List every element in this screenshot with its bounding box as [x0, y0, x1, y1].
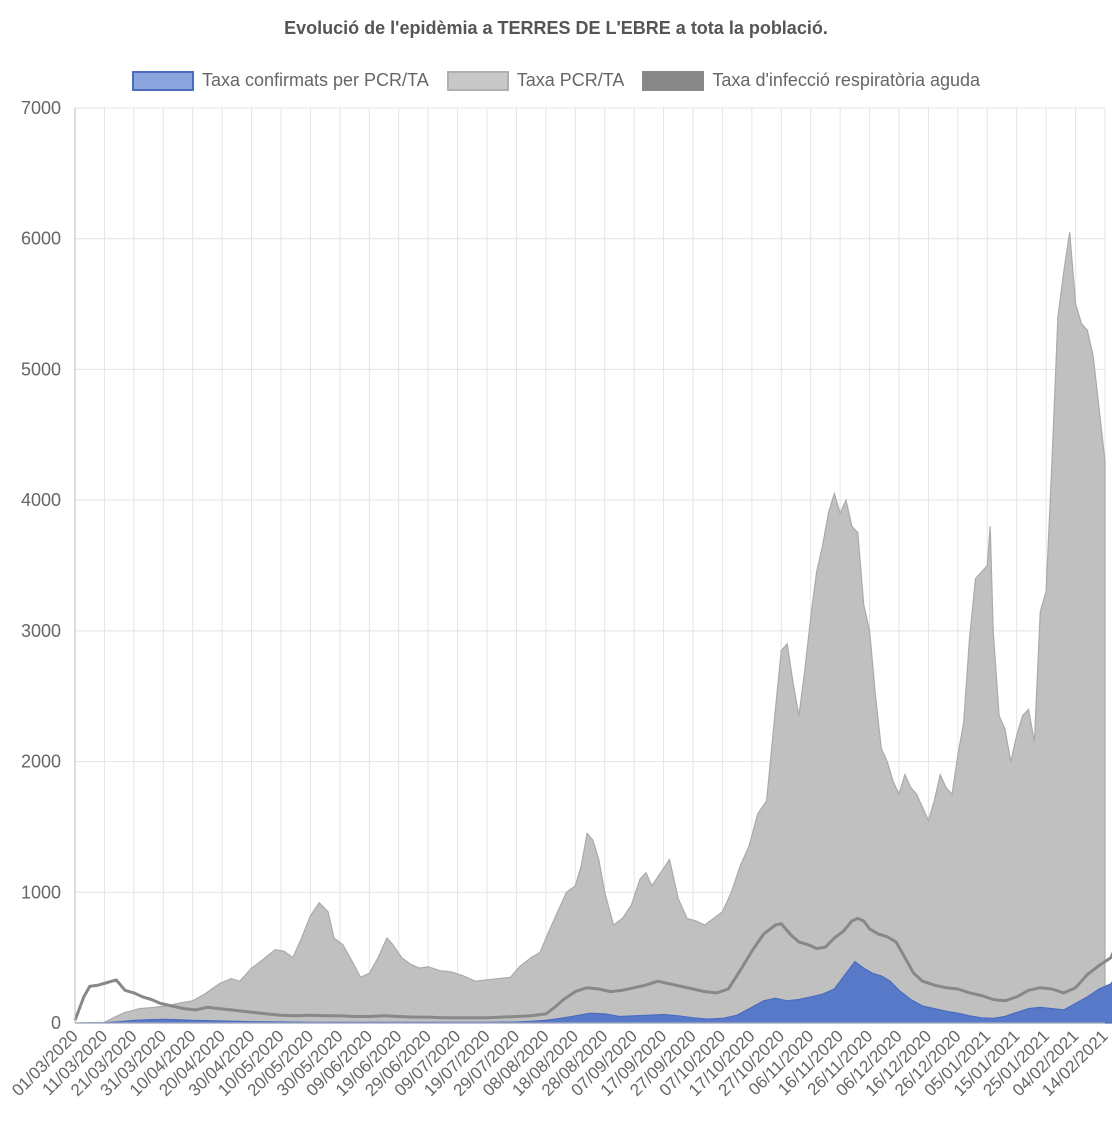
legend-swatch-confirmed — [131, 70, 194, 91]
legend-item-ira[interactable]: Taxa d'infecció respiratòria aguda — [642, 70, 980, 91]
y-tick-label: 3000 — [21, 621, 61, 641]
legend-item-pcr[interactable]: Taxa PCR/TA — [446, 70, 625, 91]
y-tick-label: 1000 — [21, 882, 61, 902]
legend-swatch-ira — [642, 70, 705, 91]
legend-item-confirmed[interactable]: Taxa confirmats per PCR/TA — [131, 70, 429, 91]
chart-title: Evolució de l'epidèmia a TERRES DE L'EBR… — [284, 18, 828, 38]
series-layer — [73, 232, 1112, 1024]
y-tick-label: 7000 — [21, 98, 61, 118]
legend-label-ira: Taxa d'infecció respiratòria aguda — [712, 70, 981, 90]
legend-label-confirmed: Taxa confirmats per PCR/TA — [201, 70, 429, 90]
y-tick-label: 0 — [51, 1013, 61, 1033]
y-tick-label: 5000 — [21, 359, 61, 379]
legend: Taxa confirmats per PCR/TA Taxa PCR/TA T… — [0, 70, 1112, 91]
y-tick-label: 2000 — [21, 752, 61, 772]
legend-swatch-pcr — [446, 70, 509, 91]
series-confirmed-area — [74, 960, 1112, 1024]
series-pcr-area — [74, 232, 1106, 1024]
legend-label-pcr: Taxa PCR/TA — [516, 70, 625, 90]
series-ira-line — [73, 916, 1112, 1021]
y-tick-label: 6000 — [21, 229, 61, 249]
y-tick-label: 4000 — [21, 490, 61, 510]
